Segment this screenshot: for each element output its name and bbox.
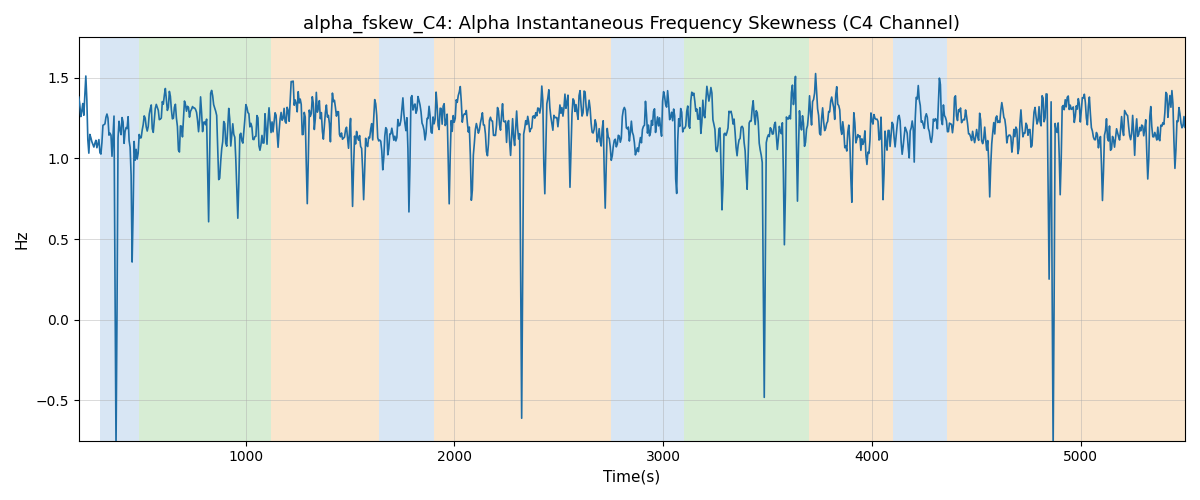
Bar [379,38,433,440]
Bar [947,38,1184,440]
Bar [271,38,379,440]
Bar [611,38,684,440]
Bar [684,38,809,440]
Bar [809,38,893,440]
X-axis label: Time(s): Time(s) [604,470,660,485]
Bar [893,38,947,440]
Bar [433,38,611,440]
Y-axis label: Hz: Hz [14,230,30,249]
Title: alpha_fskew_C4: Alpha Instantaneous Frequency Skewness (C4 Channel): alpha_fskew_C4: Alpha Instantaneous Freq… [304,15,960,34]
Bar [139,38,271,440]
Bar [100,38,139,440]
